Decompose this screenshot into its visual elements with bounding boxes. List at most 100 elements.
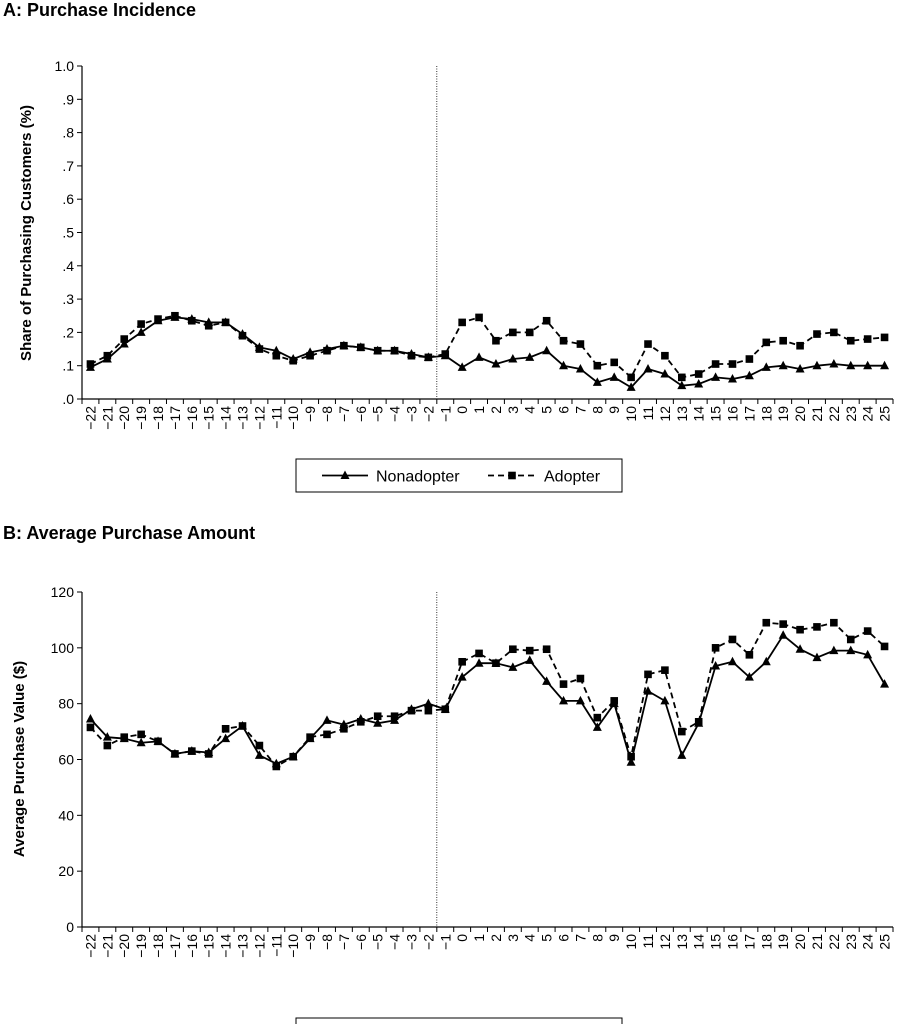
x-tick-label: −16 [184,406,200,430]
x-tick-label: −19 [133,406,149,430]
data-point-nonadopter [694,379,704,388]
y-tick-label: .2 [62,324,74,340]
x-tick-label: −15 [201,406,217,430]
data-point-adopter [255,741,264,750]
chart-title: A: Purchase Incidence [3,0,196,20]
data-point-nonadopter [863,649,873,659]
data-point-adopter [593,713,602,722]
data-point-adopter [509,645,517,654]
data-point-adopter [728,360,737,368]
data-point-adopter [694,718,703,726]
x-tick-label: 7 [572,406,588,414]
data-point-adopter [221,724,230,733]
data-point-adopter [880,642,889,651]
data-point-nonadopter [761,656,771,666]
data-point-nonadopter [423,698,433,708]
data-point-adopter [779,336,787,345]
data-point-adopter [863,335,872,343]
x-tick-label: −14 [218,934,234,958]
data-point-adopter [407,706,416,715]
data-point-adopter [779,620,787,628]
data-point-adopter [593,361,602,370]
data-point-nonadopter [795,644,805,653]
legend-label-nonadopter: Nonadopter [376,469,460,486]
data-point-adopter [559,680,568,688]
data-point-adopter [86,360,95,368]
data-point-nonadopter [660,695,670,705]
x-tick-label: −2 [420,934,436,950]
data-point-nonadopter [626,382,636,391]
data-point-nonadopter [85,714,95,723]
x-tick-label: 20 [792,406,808,422]
x-tick-label: −21 [99,934,115,958]
data-point-adopter [576,340,585,348]
data-point-adopter [171,311,179,320]
data-point-nonadopter [677,380,687,390]
data-point-adopter [340,341,348,350]
x-tick-label: 10 [623,934,639,950]
data-point-adopter [204,750,213,758]
x-tick-label: −12 [251,406,267,430]
data-point-nonadopter [846,645,856,655]
data-point-nonadopter [609,372,619,381]
data-point-adopter [390,712,399,721]
data-point-adopter [762,338,771,347]
x-tick-label: −17 [167,934,183,958]
data-point-nonadopter [863,360,873,370]
y-tick-label: .0 [62,391,74,407]
legend-label-adopter: Adopter [544,469,601,486]
data-point-adopter [356,718,365,726]
data-point-adopter [238,331,247,340]
legend-marker-nonadopter [340,470,350,479]
x-tick-label: −10 [285,934,301,958]
x-tick-label: 24 [860,406,876,422]
chart-title: B: Average Purchase Amount [3,523,255,543]
x-tick-label: −4 [387,406,403,422]
x-tick-label: 6 [556,406,572,414]
data-point-adopter [340,724,348,733]
legend-marker-adopter [508,471,516,480]
x-tick-label: 12 [657,934,673,950]
data-point-adopter [728,635,737,644]
data-point-nonadopter [795,364,805,373]
x-tick-label: 5 [539,406,555,414]
data-point-adopter [137,730,145,739]
y-tick-label: 0 [66,919,74,935]
data-point-adopter [390,346,399,355]
data-point-adopter [356,343,365,352]
data-point-nonadopter [592,722,602,731]
data-point-nonadopter [508,354,518,363]
x-tick-label: −20 [116,406,132,430]
x-tick-label: −14 [218,406,234,430]
data-point-nonadopter [542,345,552,355]
data-point-adopter [120,335,129,343]
x-tick-label: −11 [268,406,284,429]
x-tick-label: −6 [353,406,369,422]
data-point-adopter [171,750,179,758]
x-tick-label: 20 [792,934,808,950]
series-line-nonadopter [89,634,886,765]
data-point-nonadopter [457,672,467,681]
x-tick-label: 15 [708,406,724,422]
data-point-nonadopter [761,362,771,371]
x-tick-label: 2 [488,406,504,414]
x-tick-label: 8 [589,406,605,414]
x-tick-label: 24 [860,934,876,950]
data-point-adopter [221,318,230,327]
x-tick-label: −15 [201,934,217,958]
data-point-adopter [813,330,821,338]
data-point-adopter [846,336,855,345]
data-point-nonadopter [457,362,467,371]
data-point-adopter [86,723,95,732]
data-point-nonadopter [119,339,129,348]
x-tick-label: 0 [454,934,470,942]
data-point-nonadopter [880,679,890,688]
data-point-adopter [678,373,686,382]
data-point-adopter [154,315,162,323]
x-tick-label: −9 [302,934,318,950]
data-point-adopter [188,316,196,325]
x-tick-label: −4 [387,934,403,950]
x-tick-label: −8 [319,406,335,422]
x-tick-label: 22 [826,934,842,950]
y-tick-label: 1.0 [55,58,75,74]
